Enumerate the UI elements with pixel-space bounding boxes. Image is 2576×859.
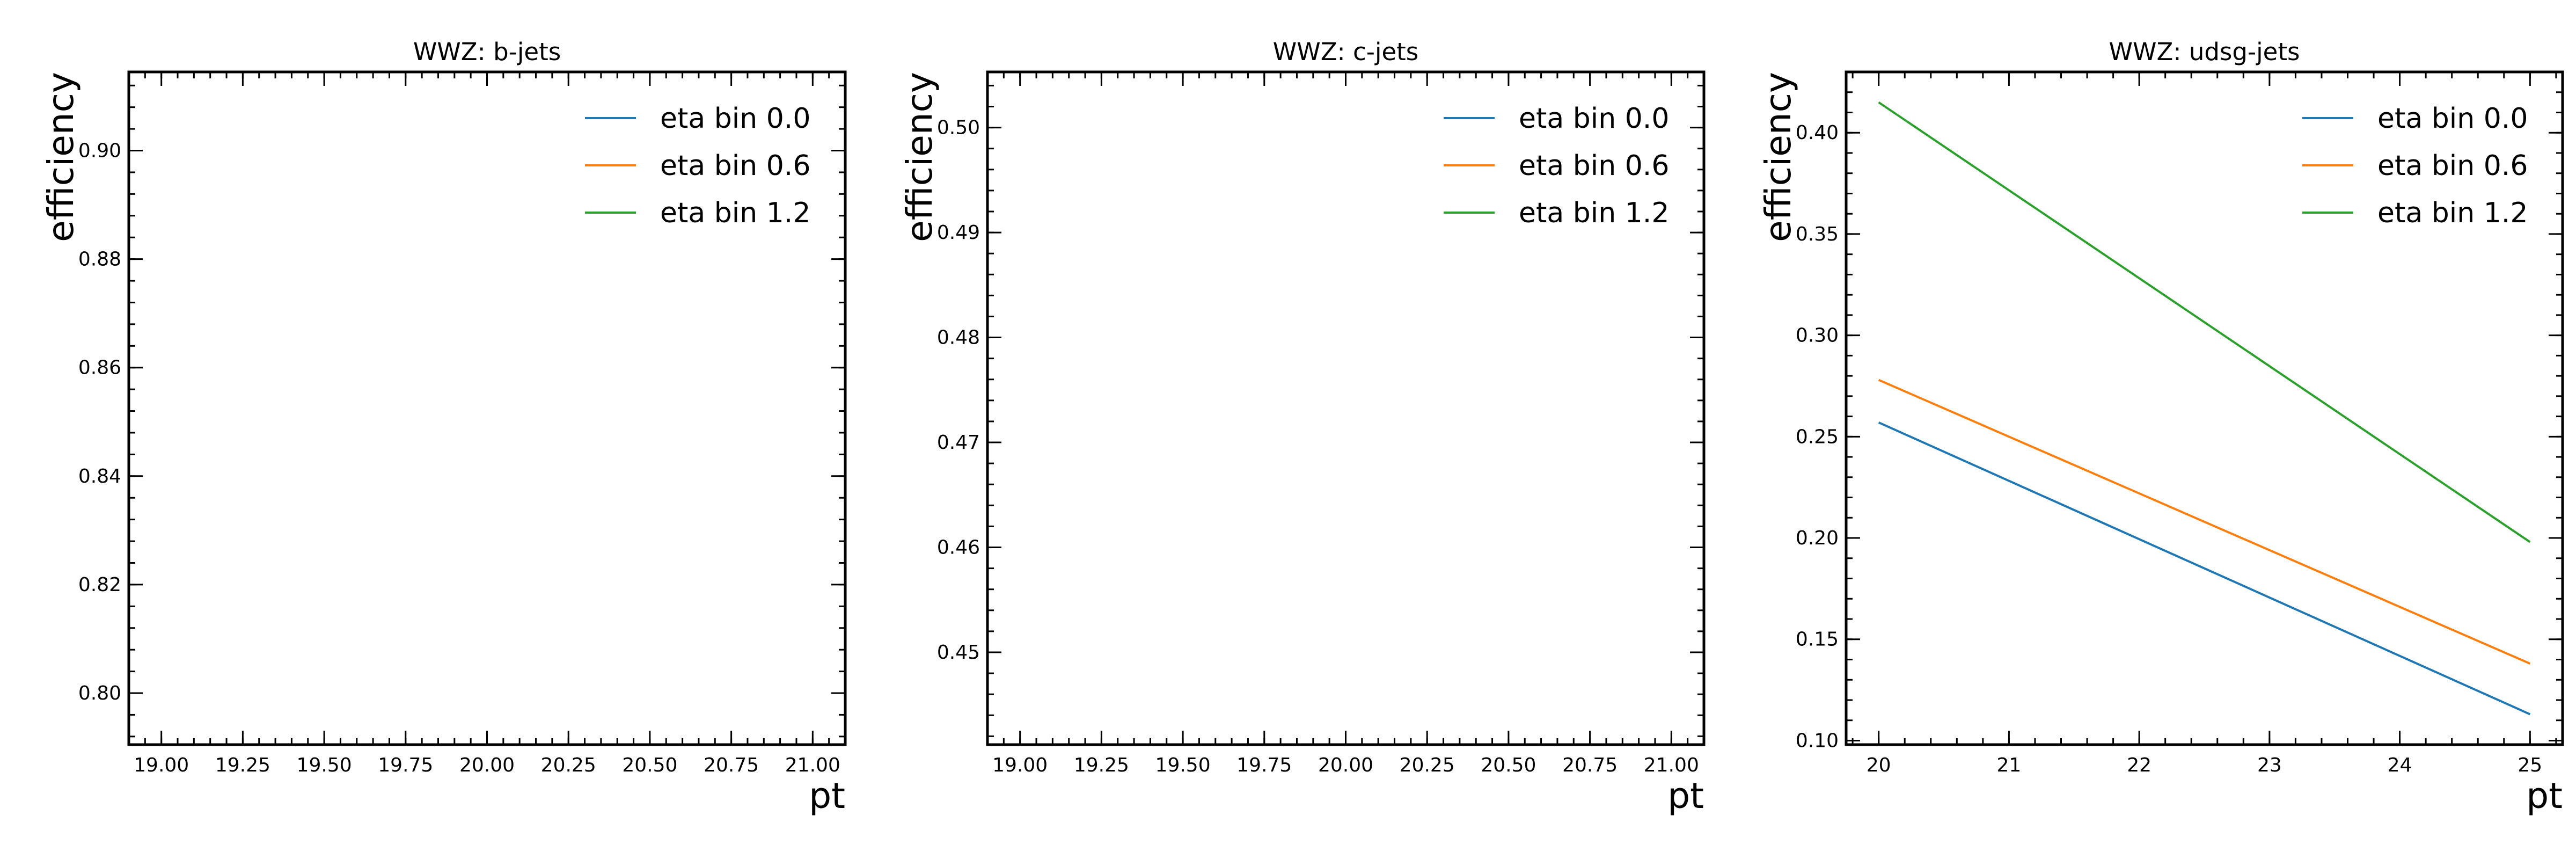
plot-frame <box>127 70 847 746</box>
y-tick-label: 0.47 <box>937 432 980 454</box>
x-tick-label: 24 <box>2388 754 2412 776</box>
legend-label: eta bin 0.0 <box>660 103 810 135</box>
legend-label: eta bin 0.6 <box>2377 150 2528 182</box>
y-tick-label: 0.86 <box>78 357 121 379</box>
x-tick-label: 21 <box>1997 754 2022 776</box>
y-tick-label: 0.30 <box>1796 325 1839 347</box>
legend-label: eta bin 0.6 <box>660 150 810 182</box>
x-tick-label: 19.50 <box>1155 754 1211 776</box>
x-axis-label: pt <box>1667 775 1704 817</box>
x-tick-label: 20.50 <box>622 754 677 776</box>
x-tick-label: 20.75 <box>704 754 759 776</box>
legend-label: eta bin 0.0 <box>1519 103 1669 135</box>
y-tick-label: 0.48 <box>937 327 980 349</box>
series-line-eta-2 <box>1878 101 2531 543</box>
legend-label: eta bin 1.2 <box>1519 197 1669 229</box>
x-tick-label: 20.00 <box>459 754 515 776</box>
chart-title: WWZ: udsg-jets <box>2109 38 2300 66</box>
x-tick-label: 21.00 <box>785 754 840 776</box>
plot-frame <box>986 70 1706 746</box>
x-tick-label: 19.75 <box>1236 754 1292 776</box>
chart-panel-udsg-jets: WWZ: udsg-jets 20 21 22 23 24 25 0.10 0.15 0.20 0.… <box>1717 0 2576 859</box>
x-tick-label: 19.00 <box>134 754 189 776</box>
y-tick-label: 0.49 <box>937 222 980 244</box>
x-tick-label: 19.25 <box>1074 754 1129 776</box>
x-tick-label: 20.25 <box>541 754 596 776</box>
legend-label: eta bin 1.2 <box>2377 197 2528 229</box>
x-tick-label: 20.00 <box>1318 754 1373 776</box>
chart-panel-c-jets: WWZ: c-jets 19.00 19.25 19.50 19.75 20.00 20.2… <box>859 0 1717 859</box>
x-tick-label: 25 <box>2518 754 2542 776</box>
x-tick-label: 19.00 <box>992 754 1048 776</box>
x-tick-label: 19.25 <box>215 754 270 776</box>
x-tick-label: 23 <box>2257 754 2282 776</box>
y-axis-label: efficiency <box>40 72 82 242</box>
chart-b-jets: WWZ: b-jets 19.00 19.25 19.50 19.75 20.00 20.2… <box>40 38 847 817</box>
x-tick-label: 19.50 <box>297 754 352 776</box>
y-axis-label: efficiency <box>1758 72 1799 242</box>
y-axis-label: efficiency <box>899 72 940 242</box>
x-tick-label: 19.75 <box>378 754 433 776</box>
chart-panel-b-jets: WWZ: b-jets 19.00 19.25 19.50 19.75 20.00 20.2… <box>0 0 859 859</box>
y-tick-label: 0.35 <box>1796 223 1839 245</box>
x-tick-label: 21.00 <box>1644 754 1699 776</box>
x-tick-label: 20.75 <box>1562 754 1618 776</box>
y-tick-label: 0.50 <box>937 117 980 139</box>
chart-title: WWZ: b-jets <box>413 38 561 66</box>
legend-label: eta bin 1.2 <box>660 197 810 229</box>
y-tick-label: 0.45 <box>937 642 980 664</box>
chart-c-jets: WWZ: c-jets 19.00 19.25 19.50 19.75 20.00 20.2… <box>899 38 1706 817</box>
legend-label: eta bin 0.6 <box>1519 150 1669 182</box>
x-tick-label: 22 <box>2127 754 2151 776</box>
y-tick-label: 0.10 <box>1796 730 1839 752</box>
x-axis-label: pt <box>2526 775 2563 817</box>
y-tick-label: 0.88 <box>78 249 121 271</box>
legend-label: eta bin 0.0 <box>2377 103 2528 135</box>
y-tick-label: 0.40 <box>1796 122 1839 144</box>
series-line-eta-1 <box>1878 378 2531 665</box>
y-tick-label: 0.20 <box>1796 527 1839 549</box>
x-tick-label: 20 <box>1867 754 1891 776</box>
y-tick-label: 0.15 <box>1796 629 1839 651</box>
chart-udsg-jets: WWZ: udsg-jets 20 21 22 23 24 25 0.10 0.15 0.20 0.… <box>1758 38 2564 817</box>
series-line-eta-0 <box>1878 421 2531 716</box>
x-tick-label: 20.50 <box>1481 754 1536 776</box>
y-tick-label: 0.80 <box>78 682 121 704</box>
x-axis-label: pt <box>809 775 845 817</box>
y-tick-label: 0.46 <box>937 537 980 559</box>
y-tick-label: 0.25 <box>1796 426 1839 448</box>
y-tick-label: 0.82 <box>78 574 121 596</box>
x-tick-label: 20.25 <box>1400 754 1455 776</box>
y-tick-label: 0.90 <box>78 140 121 162</box>
y-tick-label: 0.84 <box>78 465 121 487</box>
plot-frame <box>1845 70 2564 746</box>
chart-title: WWZ: c-jets <box>1273 38 1419 66</box>
